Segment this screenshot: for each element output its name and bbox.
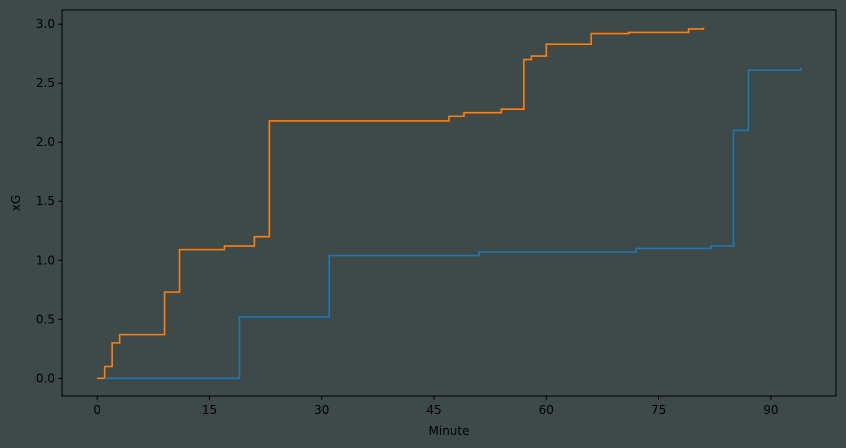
y-tick-label: 3.0	[36, 17, 55, 31]
x-tick-label: 45	[426, 403, 441, 417]
y-tick-label: 2.5	[36, 76, 55, 90]
x-tick-label: 15	[202, 403, 217, 417]
series-layer	[97, 27, 802, 380]
y-tick-label: 1.5	[36, 194, 55, 208]
plot-area	[61, 9, 837, 397]
series-line-2	[104, 67, 802, 380]
y-axis: 0.0 0.5 1.0 1.5 2.0 2.5 3.0	[36, 17, 62, 385]
x-tick-label: 60	[539, 403, 554, 417]
y-tick-label: 0.0	[36, 371, 55, 385]
x-axis-label: Minute	[429, 424, 470, 438]
y-tick-label: 1.0	[36, 253, 55, 267]
y-axis-label: xG	[9, 195, 23, 211]
y-tick-label: 2.0	[36, 135, 55, 149]
x-tick-label: 75	[651, 403, 666, 417]
x-axis: 0 15 30 45 60 75 90	[93, 396, 779, 417]
x-tick-label: 30	[314, 403, 329, 417]
x-tick-label: 0	[93, 403, 101, 417]
x-tick-label: 90	[763, 403, 778, 417]
series-line-1	[97, 27, 705, 380]
y-tick-label: 0.5	[36, 312, 55, 326]
